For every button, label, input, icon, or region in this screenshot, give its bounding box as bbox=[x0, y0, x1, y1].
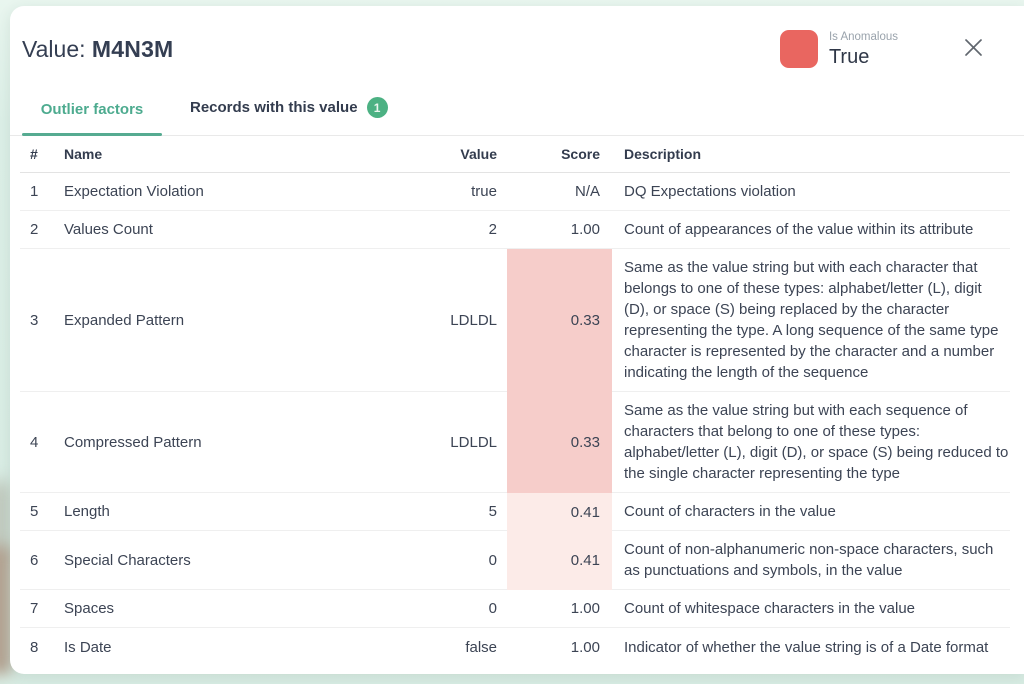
value-detail-modal: Value: M4N3M Is Anomalous True Outli bbox=[10, 6, 1024, 674]
value-title-label: Value: bbox=[22, 35, 86, 62]
factor-name: Expanded Pattern bbox=[64, 249, 364, 392]
tab-outlier-factors-label: Outlier factors bbox=[40, 101, 144, 118]
factor-description: Indicator of whether the value string is… bbox=[624, 638, 989, 656]
score-cell: N/A bbox=[507, 173, 612, 211]
tab-records-with-value[interactable]: Records with this value 1 bbox=[176, 97, 398, 135]
factor-name: Length bbox=[64, 493, 364, 531]
anomalous-indicator: Is Anomalous True bbox=[779, 30, 1000, 69]
factor-value: 2 bbox=[364, 211, 507, 249]
factor-name: Compressed Pattern bbox=[64, 392, 364, 493]
factor-description: DQ Expectations violation bbox=[612, 173, 1010, 211]
outlier-factors-table: # Name Value Score Description 1 Expecta… bbox=[20, 136, 1010, 666]
table-body: 1 Expectation Violation true N/A DQ Expe… bbox=[20, 173, 1010, 666]
factor-name: Values Count bbox=[64, 211, 364, 249]
table-row: 8 Is Date false 1.00 Indicator of whethe… bbox=[20, 628, 1010, 666]
factor-name: Spaces bbox=[64, 590, 364, 628]
table-row: 2 Values Count 2 1.00 Count of appearanc… bbox=[20, 211, 1010, 249]
score-cell: 0.33 bbox=[507, 249, 612, 392]
anomalous-color-swatch bbox=[779, 30, 818, 68]
factor-description: Count of non-alphanumeric non-space char… bbox=[612, 531, 1010, 590]
close-button[interactable] bbox=[960, 36, 986, 62]
factor-description: Same as the value string but with each c… bbox=[612, 249, 1010, 392]
factor-value: LDLDL bbox=[364, 249, 507, 392]
row-number: 3 bbox=[20, 249, 64, 392]
factor-value: 0 bbox=[364, 531, 507, 590]
row-number: 8 bbox=[30, 638, 39, 656]
score-cell: 1.00 bbox=[507, 211, 612, 249]
factor-value: 0 bbox=[364, 590, 507, 628]
factor-description: Count of characters in the value bbox=[612, 493, 1010, 531]
score-cell: 0.41 bbox=[507, 531, 612, 590]
column-header-description: Description bbox=[612, 136, 1010, 173]
score-cell: 1.00 bbox=[570, 638, 600, 656]
factor-value: 5 bbox=[364, 493, 507, 531]
table-row: 5 Length 5 0.41 Count of characters in t… bbox=[20, 493, 1010, 531]
page-title: Value: M4N3M bbox=[22, 36, 173, 63]
column-header-value: Value bbox=[364, 136, 507, 173]
factor-name: Is Date bbox=[64, 638, 112, 656]
factor-description: Count of appearances of the value within… bbox=[612, 211, 1010, 249]
row-number: 2 bbox=[20, 211, 64, 249]
row-number: 7 bbox=[20, 590, 64, 628]
score-cell: 0.41 bbox=[507, 493, 612, 531]
is-anomalous-label: Is Anomalous bbox=[828, 30, 898, 43]
score-cell: 0.33 bbox=[507, 392, 612, 493]
row-number: 1 bbox=[20, 173, 64, 211]
tab-outlier-factors[interactable]: Outlier factors bbox=[22, 101, 162, 136]
records-count-badge: 1 bbox=[366, 97, 388, 118]
table-header-row: # Name Value Score Description bbox=[20, 136, 1010, 173]
tab-bar: Outlier factors Records with this value … bbox=[10, 88, 1024, 136]
table-row: 3 Expanded Pattern LDLDL 0.33 Same as th… bbox=[20, 249, 1010, 392]
table-row: 7 Spaces 0 1.00 Count of whitespace char… bbox=[20, 590, 1010, 628]
factor-value: LDLDL bbox=[364, 392, 507, 493]
factor-description: Count of whitespace characters in the va… bbox=[612, 590, 1010, 628]
column-header-score: Score bbox=[507, 136, 612, 173]
row-number: 6 bbox=[20, 531, 64, 590]
score-cell: 1.00 bbox=[507, 590, 612, 628]
modal-header: Value: M4N3M Is Anomalous True bbox=[10, 6, 1024, 88]
row-number: 4 bbox=[20, 392, 64, 493]
column-header-num: # bbox=[20, 136, 64, 173]
factor-value: true bbox=[364, 173, 507, 211]
close-icon bbox=[963, 37, 984, 61]
factor-name: Special Characters bbox=[64, 531, 364, 590]
table-row: 6 Special Characters 0 0.41 Count of non… bbox=[20, 531, 1010, 590]
tab-records-label: Records with this value bbox=[190, 99, 358, 116]
background-blur-shape bbox=[0, 480, 10, 560]
factor-name: Expectation Violation bbox=[64, 173, 364, 211]
column-header-name: Name bbox=[64, 136, 364, 173]
value-title-text: M4N3M bbox=[91, 35, 174, 62]
table-row: 4 Compressed Pattern LDLDL 0.33 Same as … bbox=[20, 392, 1010, 493]
is-anomalous-value: True bbox=[828, 45, 870, 68]
table-row: 1 Expectation Violation true N/A DQ Expe… bbox=[20, 173, 1010, 211]
factor-description: Same as the value string but with each s… bbox=[612, 392, 1010, 493]
background-blur-shape bbox=[0, 545, 12, 675]
factor-value: false bbox=[465, 638, 497, 656]
row-number: 5 bbox=[20, 493, 64, 531]
